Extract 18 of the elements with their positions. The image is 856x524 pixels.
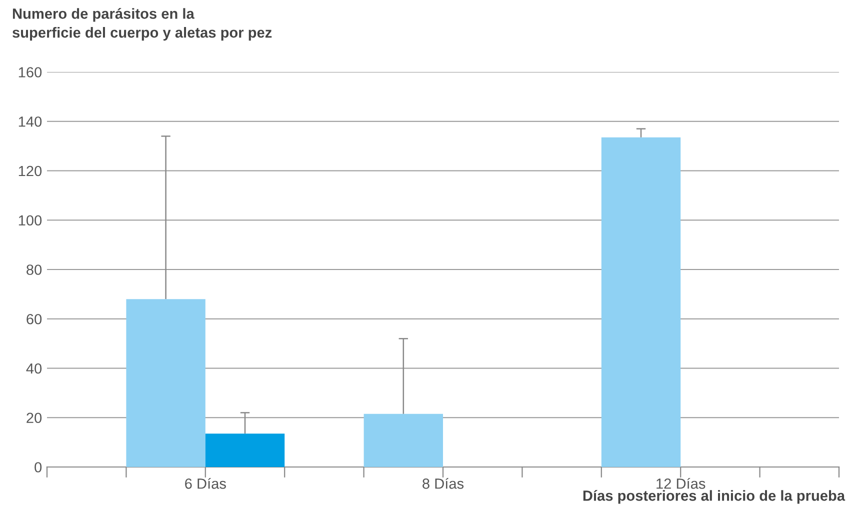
y-tick-label: 80 xyxy=(26,264,42,275)
y-tick-label: 120 xyxy=(18,166,42,176)
bar xyxy=(364,414,443,467)
y-tick-label: 100 xyxy=(18,215,42,226)
y-tick-label: 140 xyxy=(18,116,42,127)
y-tick-label: 0 xyxy=(34,462,42,472)
bar xyxy=(126,299,206,467)
bar xyxy=(601,137,681,467)
x-tick-label: 12 Días xyxy=(656,478,706,489)
x-tick-label: 6 Días xyxy=(185,478,226,489)
bar xyxy=(205,434,285,467)
y-axis-title: Numero de parásitos en la superficie del cuerpo y aletas por pez xyxy=(12,8,272,41)
y-tick-label: 160 xyxy=(18,67,42,78)
y-tick-label: 60 xyxy=(26,314,42,324)
y-tick-label: 40 xyxy=(26,363,42,374)
x-tick-label: 8 Días xyxy=(422,478,464,489)
y-tick-label: 20 xyxy=(26,412,42,424)
x-axis-title: Días posteriores al inicio de la prueba xyxy=(583,490,846,504)
